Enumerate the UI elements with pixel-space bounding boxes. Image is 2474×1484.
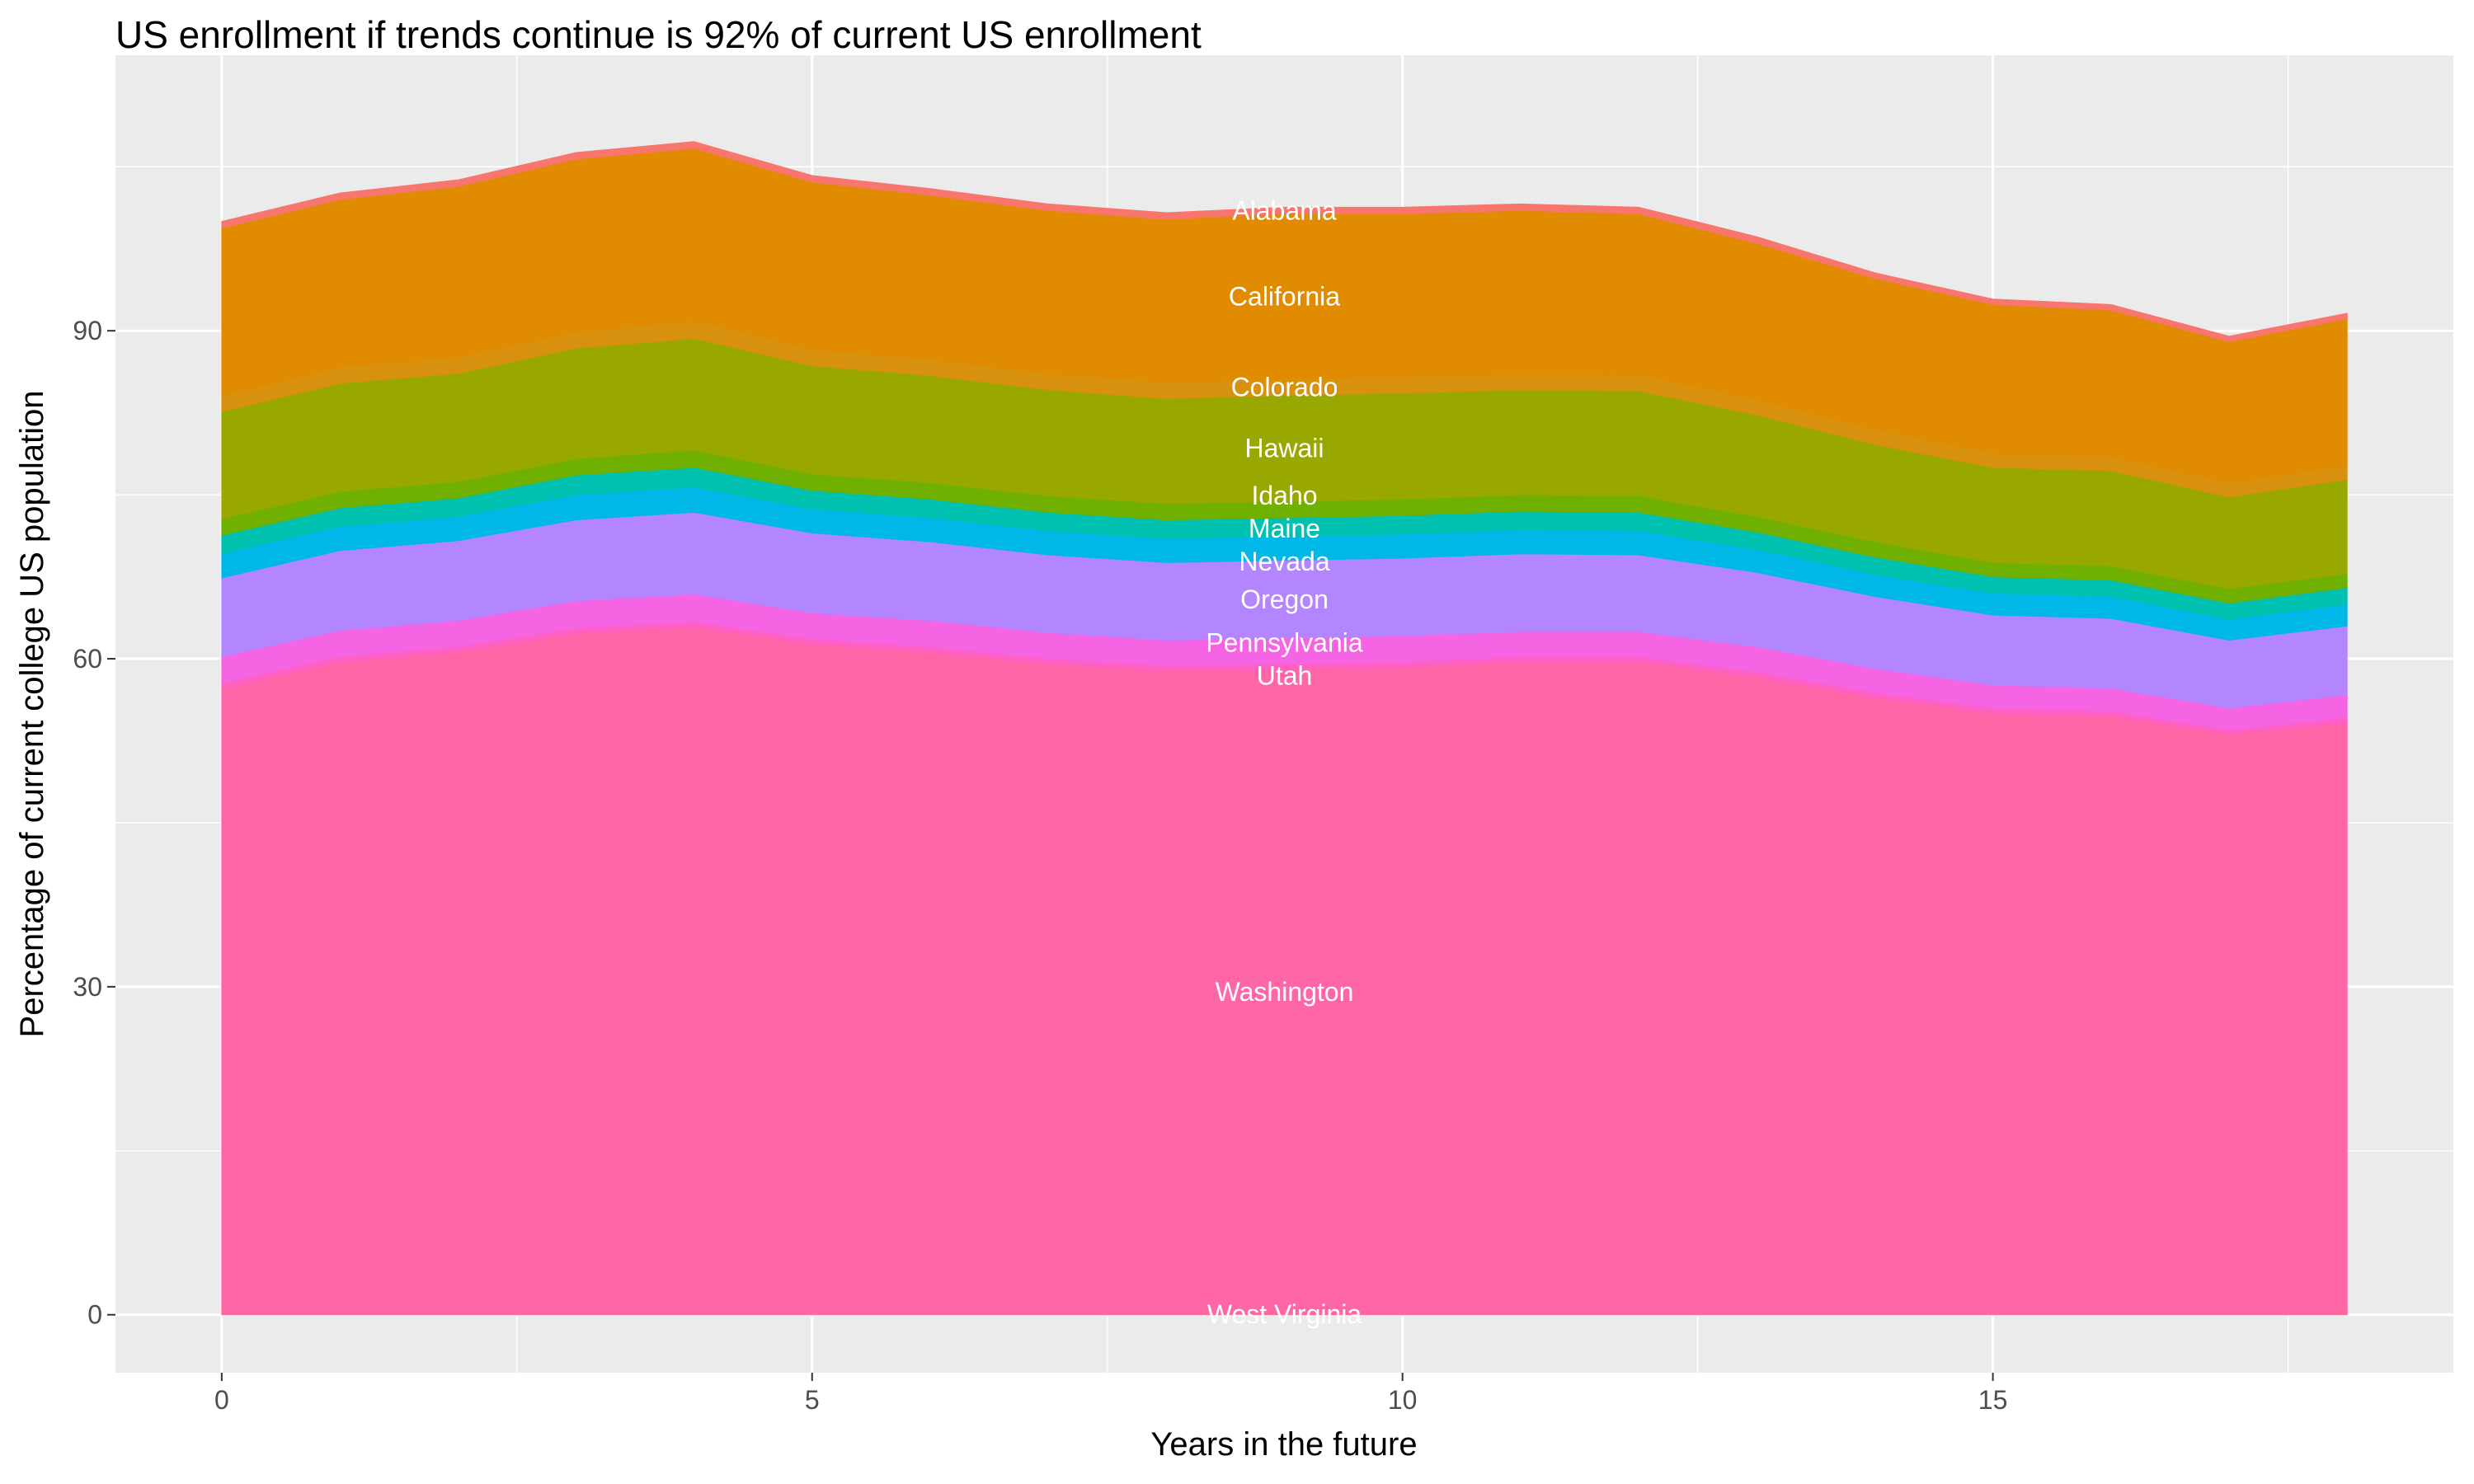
y-tick-label: 0 [87,1300,102,1330]
series-label: Nevada [1239,547,1330,576]
series-label: West Virginia [1207,1299,1362,1329]
series-label: Idaho [1251,481,1317,510]
series-label: California [1229,281,1340,311]
area-washington [221,627,2348,1314]
x-tick-label: 0 [214,1385,229,1415]
area-alabama [221,141,2348,342]
series-label: Oregon [1240,585,1329,614]
y-tick-label: 30 [73,972,102,1002]
x-tick-label: 10 [1388,1385,1418,1415]
series-label: Hawaii [1244,434,1324,463]
x-axis-title: Years in the future [1150,1426,1417,1463]
y-axis-title: Percentage of current college US populat… [14,391,50,1038]
series-label: Alabama [1232,195,1337,225]
series-label: Washington [1216,977,1354,1007]
x-tick-label: 5 [805,1385,820,1415]
y-tick-label: 90 [73,316,102,345]
chart-title: US enrollment if trends continue is 92% … [115,13,1202,56]
areas [221,141,2348,1316]
series-label: Utah [1257,660,1313,690]
axes: 0 5 10 15 0 30 60 90 [73,316,2007,1415]
y-tick-label: 60 [73,644,102,674]
series-label: Maine [1249,514,1320,543]
x-tick-label: 15 [1978,1385,2008,1415]
series-label: Colorado [1231,372,1338,402]
series-label: Pennsylvania [1206,627,1363,657]
series-labels: Alabama California Colorado Hawaii Idaho Main… [1206,195,1363,1329]
